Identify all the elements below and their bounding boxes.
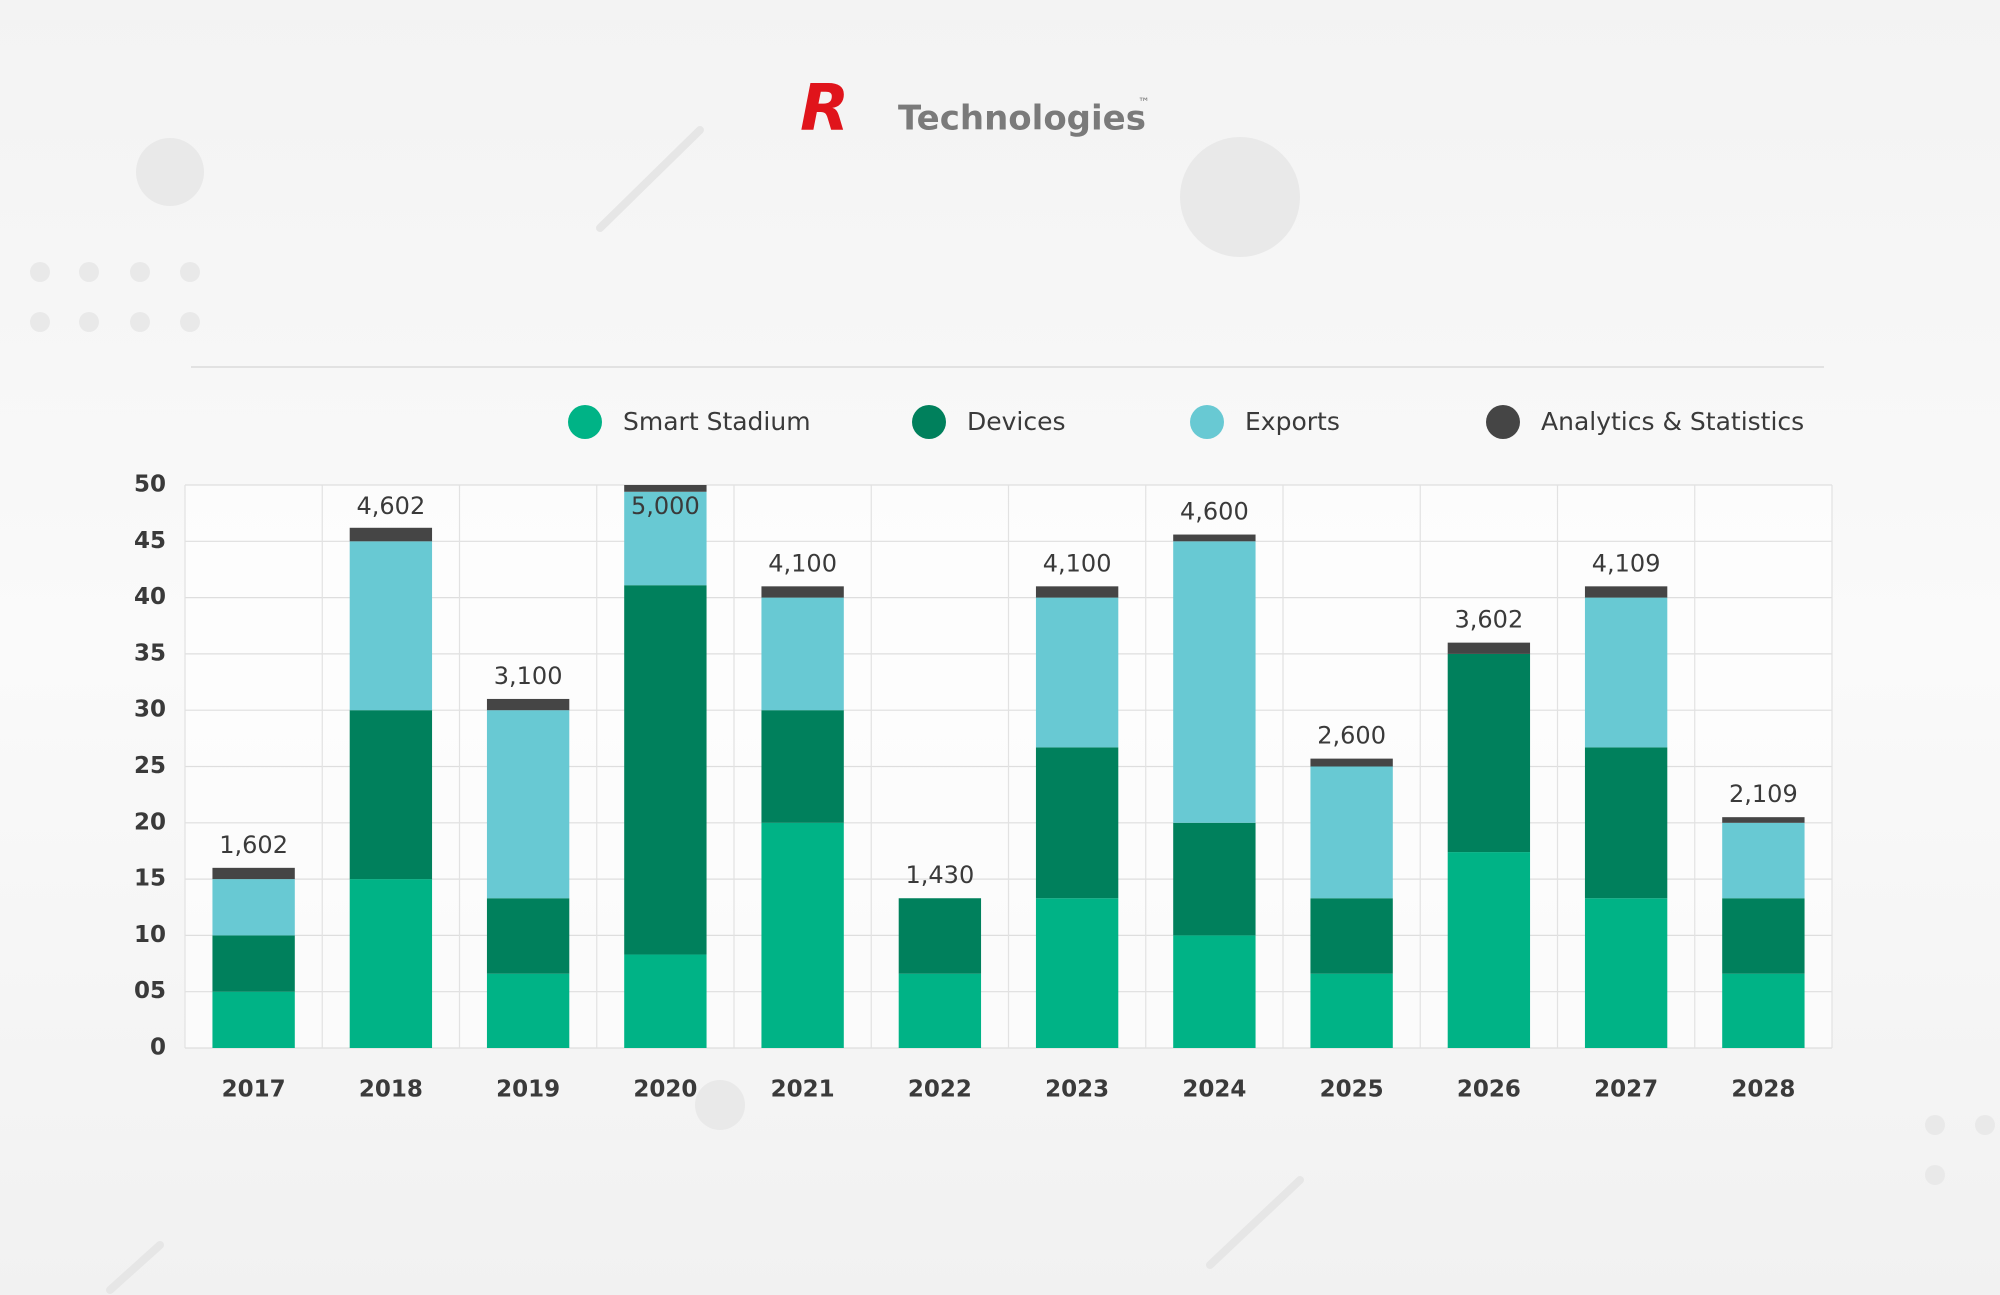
bar-segment (1722, 973, 1805, 1048)
bar-segment (1173, 935, 1256, 1048)
bar-segment (1584, 586, 1668, 598)
bar-segment (624, 585, 707, 955)
y-tick-label: 0 (150, 1035, 166, 1061)
y-tick-label: 10 (134, 922, 166, 948)
x-tick-label: 2018 (359, 1077, 423, 1103)
bar-segment (486, 698, 570, 711)
bar-segment (1173, 541, 1256, 823)
total-label: 4,602 (357, 492, 426, 520)
bar-segment (761, 710, 844, 823)
bar-segment (212, 879, 295, 936)
x-tick-label: 2020 (633, 1077, 697, 1103)
legend-label: Exports (1245, 407, 1340, 436)
legend-label: Analytics & Statistics (1541, 407, 1804, 436)
bar-segment (1722, 822, 1805, 899)
total-label: 1,602 (219, 831, 288, 859)
legend-swatch (568, 405, 602, 439)
y-tick-label: 40 (134, 584, 166, 610)
total-label: 3,602 (1455, 606, 1524, 634)
total-label: 4,109 (1592, 549, 1661, 577)
y-tick-label: 15 (134, 866, 166, 892)
total-label: 4,100 (1043, 549, 1112, 577)
x-tick-label: 2022 (908, 1077, 972, 1103)
x-tick-label: 2024 (1182, 1077, 1246, 1103)
y-tick-label: 45 (134, 528, 166, 554)
total-label: 5,000 (631, 492, 700, 520)
bar-segment (1310, 758, 1393, 767)
total-label: 2,600 (1317, 722, 1386, 750)
y-tick-label: 30 (134, 697, 166, 723)
bar-segment (624, 485, 707, 492)
legend-swatch (1486, 405, 1520, 439)
x-tick-label: 2021 (771, 1077, 835, 1103)
bar-segment (1584, 597, 1668, 748)
y-tick-label: 25 (134, 753, 166, 779)
bar-segment (1173, 822, 1256, 936)
bar-segment (1447, 642, 1531, 654)
bar-segment (1584, 898, 1668, 1048)
total-label: 4,100 (768, 549, 837, 577)
x-tick-label: 2025 (1320, 1077, 1384, 1103)
bar-segment (1722, 817, 1805, 823)
bar-segment (349, 879, 433, 1048)
bar-segment (624, 954, 707, 1048)
bar-segment (212, 991, 295, 1048)
bar-segment (898, 898, 982, 974)
bar-segment (1035, 586, 1119, 598)
y-tick-label: 05 (134, 978, 166, 1004)
total-label: 2,109 (1729, 780, 1798, 808)
bar-segment (1035, 747, 1119, 899)
bar-segment (1447, 852, 1531, 1048)
bar-segment (624, 491, 707, 586)
x-tick-label: 2027 (1594, 1077, 1658, 1103)
logo-tm: ™ (1138, 96, 1150, 110)
bar-segment (761, 597, 844, 711)
x-tick-label: 2019 (496, 1077, 560, 1103)
y-tick-label: 50 (134, 472, 166, 498)
x-tick-label: 2028 (1731, 1077, 1795, 1103)
bar-segment (1310, 973, 1393, 1048)
decorations (30, 137, 1995, 1185)
logo-name: Technologies (898, 99, 1146, 139)
legend-label: Smart Stadium (623, 407, 811, 436)
bar-segment (486, 898, 570, 974)
bar-segment (1173, 534, 1256, 542)
total-label: 1,430 (906, 861, 975, 889)
bar-segment (1584, 747, 1668, 899)
total-label: 3,100 (494, 662, 563, 690)
legend-swatch (1190, 405, 1224, 439)
legend-swatch (912, 405, 946, 439)
bar-segment (212, 867, 295, 880)
bar-segment (1310, 766, 1393, 899)
bar-segment (349, 541, 433, 711)
bar-segment (898, 973, 982, 1048)
bar-segment (761, 822, 844, 1048)
bar-segment (486, 973, 570, 1048)
y-tick-label: 20 (134, 809, 166, 835)
bar-segment (486, 710, 570, 899)
total-label: 4,600 (1180, 498, 1249, 526)
bar-segment (1722, 898, 1805, 974)
bar-segment (1310, 898, 1393, 974)
bar-segment (212, 935, 295, 992)
bar-segment (349, 527, 433, 542)
y-tick-label: 35 (134, 640, 166, 666)
bar-segment (1035, 597, 1119, 748)
x-tick-label: 2023 (1045, 1077, 1109, 1103)
bar-segment (1447, 653, 1531, 853)
bar-segment (1035, 898, 1119, 1048)
bar-segment (761, 586, 844, 598)
bar-segment (349, 710, 433, 880)
x-tick-label: 2026 (1457, 1077, 1521, 1103)
legend-label: Devices (967, 407, 1066, 436)
logo-mark: R (800, 72, 849, 146)
x-tick-label: 2017 (222, 1077, 286, 1103)
decor-lines (106, 126, 1304, 1294)
